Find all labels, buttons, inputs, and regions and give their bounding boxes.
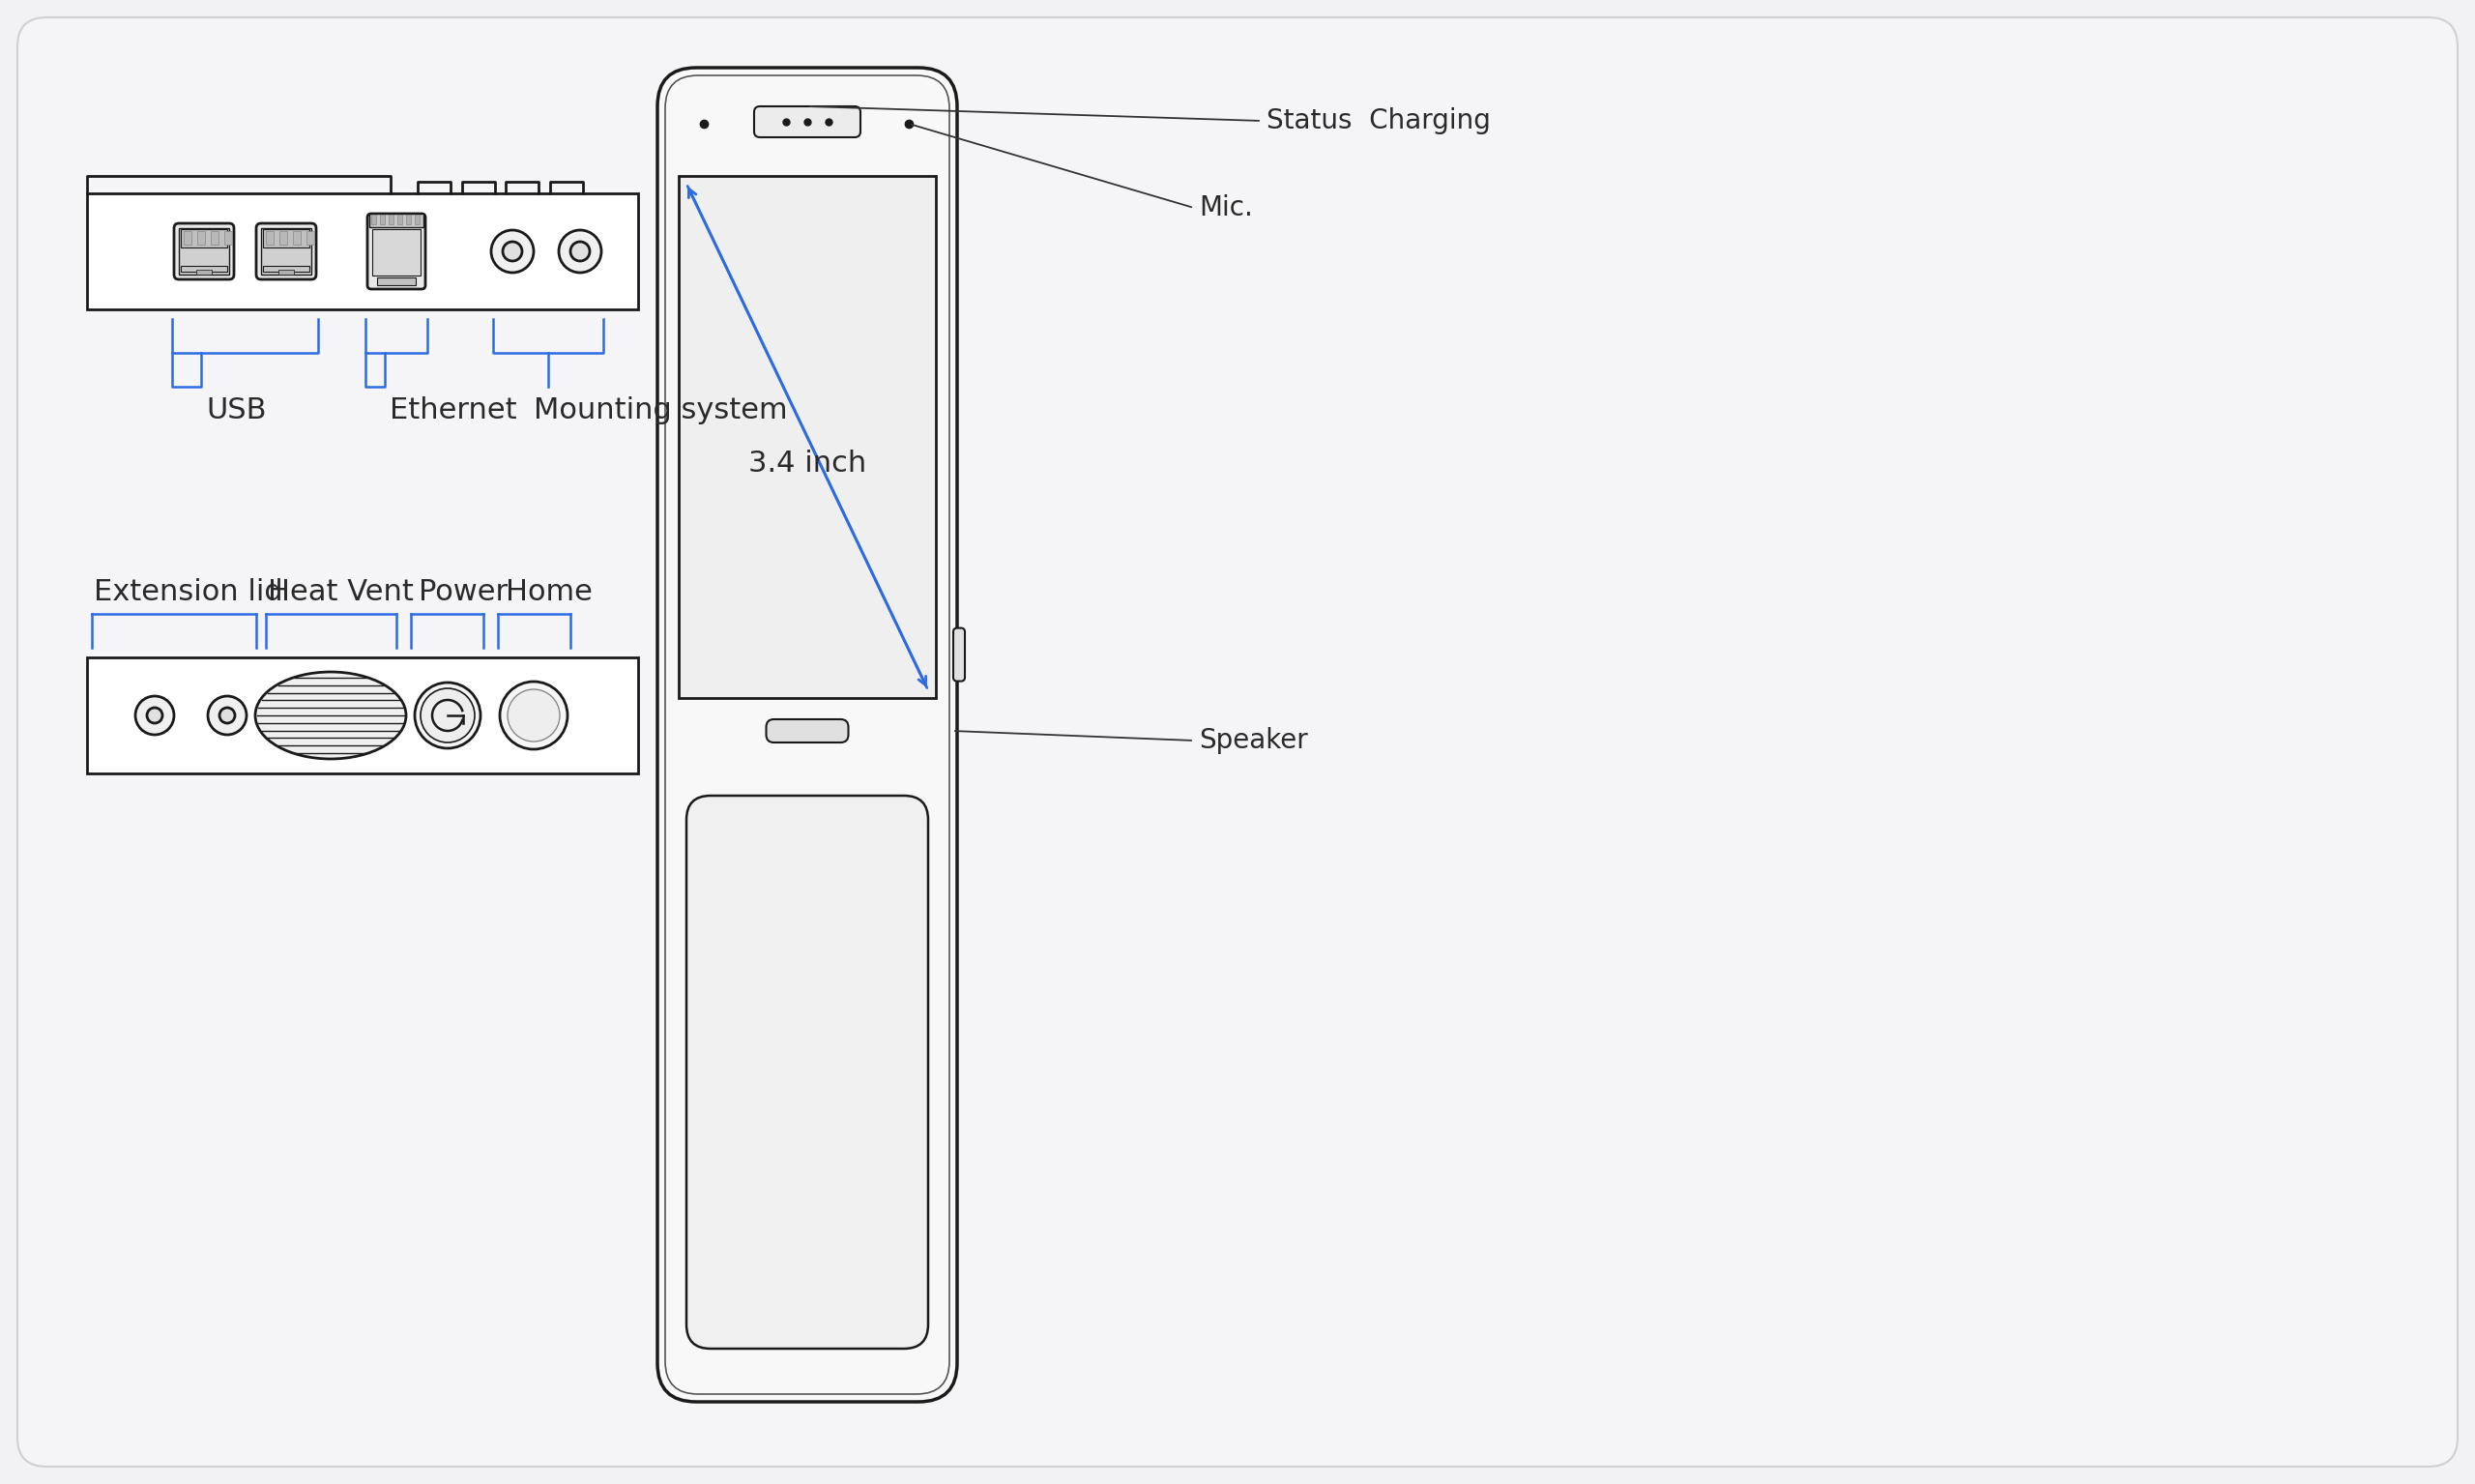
Bar: [369, 214, 423, 227]
Circle shape: [220, 708, 235, 723]
Circle shape: [146, 708, 163, 723]
Text: 3.4 inch: 3.4 inch: [747, 450, 866, 476]
Bar: [371, 215, 376, 224]
Bar: [198, 232, 205, 245]
Text: Mounting system: Mounting system: [535, 396, 787, 424]
FancyBboxPatch shape: [173, 223, 235, 279]
Circle shape: [490, 230, 535, 273]
Bar: [225, 232, 233, 245]
Bar: [262, 266, 309, 272]
Bar: [406, 215, 411, 224]
Bar: [280, 232, 287, 245]
Circle shape: [559, 230, 601, 273]
Bar: [307, 232, 314, 245]
Bar: [678, 177, 936, 697]
Circle shape: [502, 242, 522, 261]
Bar: [376, 278, 416, 285]
Circle shape: [569, 242, 589, 261]
FancyBboxPatch shape: [755, 107, 861, 138]
FancyBboxPatch shape: [658, 68, 958, 1402]
Text: Home: Home: [505, 579, 592, 605]
Circle shape: [208, 696, 248, 735]
Text: Ethernet: Ethernet: [389, 396, 517, 424]
Text: Speaker: Speaker: [1198, 727, 1307, 754]
Circle shape: [507, 689, 559, 742]
FancyBboxPatch shape: [953, 628, 965, 681]
Bar: [292, 232, 299, 245]
Bar: [210, 232, 218, 245]
Circle shape: [421, 689, 475, 742]
Text: Power: Power: [418, 579, 507, 605]
FancyBboxPatch shape: [366, 214, 426, 289]
Bar: [260, 229, 312, 275]
Text: USB: USB: [205, 396, 267, 424]
Bar: [265, 232, 275, 245]
Text: Status  Charging: Status Charging: [1267, 107, 1490, 135]
Circle shape: [500, 681, 567, 749]
FancyBboxPatch shape: [686, 795, 928, 1349]
Bar: [181, 229, 228, 248]
Ellipse shape: [255, 672, 406, 758]
Bar: [196, 270, 213, 275]
Bar: [416, 215, 421, 224]
Bar: [381, 215, 384, 224]
Text: Extension lid: Extension lid: [94, 579, 282, 605]
Bar: [398, 215, 401, 224]
FancyBboxPatch shape: [17, 18, 2458, 1466]
Bar: [178, 229, 230, 275]
Circle shape: [416, 683, 480, 748]
Bar: [87, 657, 639, 773]
Bar: [87, 193, 639, 309]
Bar: [181, 266, 228, 272]
Text: Mic.: Mic.: [1198, 194, 1252, 221]
Bar: [262, 229, 309, 248]
Bar: [389, 215, 394, 224]
FancyBboxPatch shape: [257, 223, 317, 279]
Circle shape: [136, 696, 173, 735]
Bar: [371, 229, 421, 276]
Bar: [277, 270, 295, 275]
Bar: [183, 232, 191, 245]
FancyBboxPatch shape: [767, 720, 849, 742]
Text: Heat Vent: Heat Vent: [267, 579, 413, 605]
